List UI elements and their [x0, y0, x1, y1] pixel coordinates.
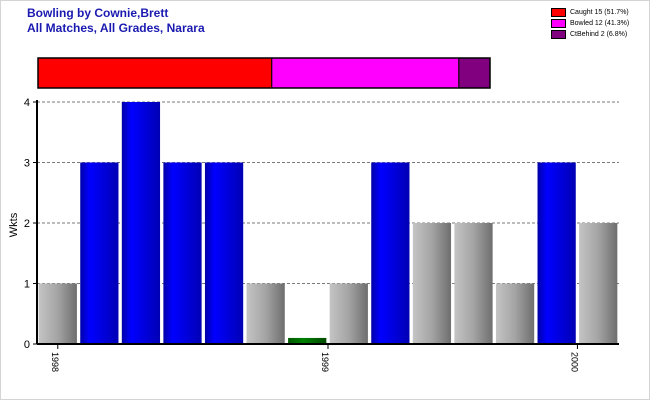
bar	[412, 223, 452, 344]
bar	[371, 162, 410, 344]
bar	[495, 283, 535, 344]
legend-item-bowled: Bowled 12 (41.3%)	[551, 18, 629, 28]
y-tick-label: 0	[24, 339, 30, 351]
x-tick-label: 1999	[320, 352, 330, 372]
title-line-2: All Matches, All Grades, Narara	[27, 21, 205, 35]
bar	[288, 337, 327, 344]
bar	[163, 162, 202, 344]
legend-swatch-ctbehind	[551, 29, 566, 39]
bar	[454, 223, 493, 344]
bar	[246, 283, 285, 344]
y-tick-label: 3	[24, 158, 30, 170]
y-axis-label: Wkts	[8, 212, 20, 237]
title-line-1: Bowling by Cownie,Brett	[27, 6, 169, 20]
legend-swatch-bowled	[551, 18, 566, 28]
stack-segment-ctbehind	[458, 57, 491, 89]
x-tick-label: 2000	[569, 352, 579, 372]
x-tick-label: 1998	[50, 352, 60, 372]
bar	[121, 102, 161, 344]
bar	[38, 283, 77, 344]
bars	[38, 102, 618, 344]
axes: 0 1 2 3 4 1998 1999 2000	[24, 97, 619, 372]
y-tick-label: 1	[24, 279, 30, 291]
bar	[80, 162, 119, 344]
stack-segment-bowled	[271, 57, 460, 89]
y-tick-label: 2	[24, 218, 30, 230]
legend-label-caught: Caught 15 (51.7%)	[570, 8, 629, 16]
bar	[579, 223, 618, 344]
stack-bar-outline	[37, 57, 491, 89]
y-tick-label: 4	[24, 97, 30, 109]
bar	[204, 162, 244, 344]
legend: Caught 15 (51.7%) Bowled 12 (41.3%) CtBe…	[551, 7, 629, 40]
legend-swatch-caught	[551, 7, 566, 17]
legend-label-ctbehind: CtBehind 2 (6.8%)	[570, 30, 628, 38]
legend-item-ctbehind: CtBehind 2 (6.8%)	[551, 29, 629, 39]
dismissal-stack-bar	[37, 57, 491, 89]
chart-title: Bowling by Cownie,Brett All Matches, All…	[27, 6, 205, 36]
legend-label-bowled: Bowled 12 (41.3%)	[570, 19, 630, 27]
bar	[329, 283, 368, 344]
stack-segment-caught	[37, 57, 273, 89]
legend-item-caught: Caught 15 (51.7%)	[551, 7, 629, 17]
bar	[537, 162, 576, 344]
